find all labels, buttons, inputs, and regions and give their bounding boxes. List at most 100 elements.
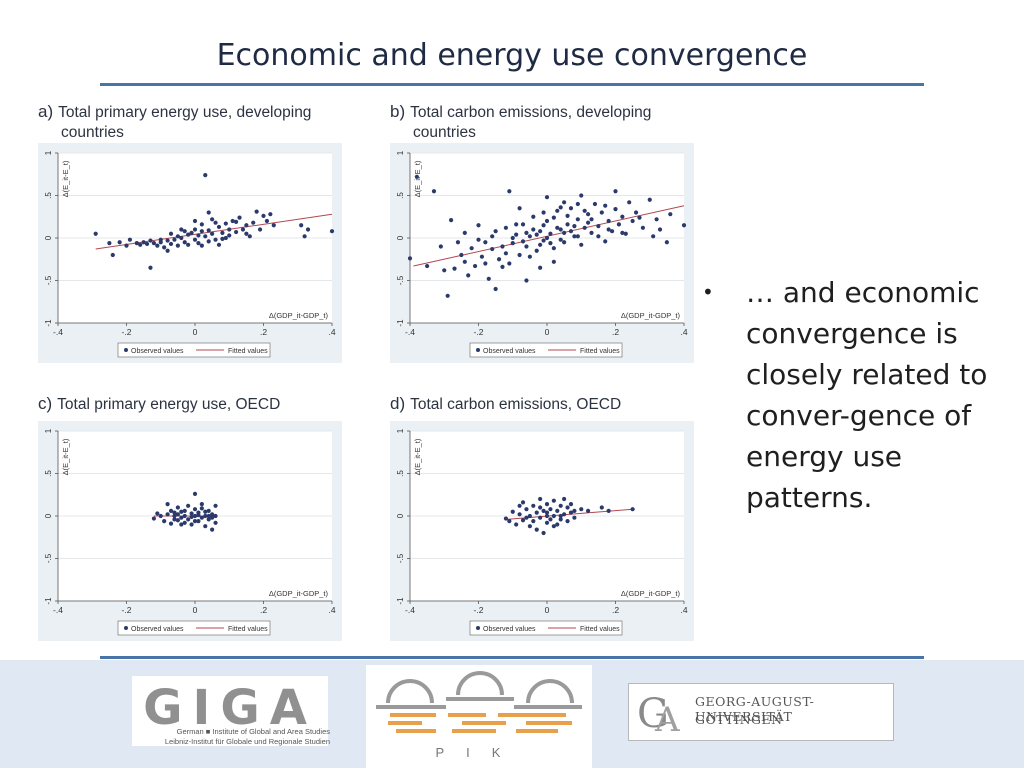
y-tick-label: .5	[44, 470, 53, 477]
data-point	[329, 229, 335, 234]
data-point	[544, 218, 550, 224]
data-point	[562, 240, 567, 245]
data-point	[541, 530, 546, 536]
data-point	[538, 505, 543, 510]
data-point	[407, 256, 413, 261]
data-point	[220, 230, 225, 235]
y-tick-label: -1	[44, 319, 53, 327]
data-point	[503, 251, 508, 256]
data-point	[144, 241, 150, 247]
x-tick-label: 0	[545, 605, 550, 615]
data-point	[558, 205, 563, 210]
data-point	[651, 234, 656, 239]
data-point	[606, 227, 611, 232]
legend-box	[117, 342, 271, 358]
data-point	[620, 214, 625, 219]
data-point	[155, 511, 160, 516]
data-point	[175, 518, 180, 523]
data-point	[199, 222, 204, 227]
data-point	[210, 527, 215, 532]
data-point	[609, 229, 615, 234]
data-point	[558, 237, 563, 242]
legend-observed-label: Observed values	[483, 626, 536, 633]
data-point	[507, 261, 512, 266]
y-tick-label: -1	[396, 319, 405, 327]
data-point	[568, 229, 574, 234]
data-point	[538, 229, 543, 234]
data-point	[127, 237, 133, 242]
data-point	[589, 230, 594, 235]
data-point	[524, 244, 529, 249]
data-point	[251, 220, 256, 225]
data-point	[538, 242, 543, 247]
data-point	[172, 513, 177, 519]
x-tick-label: -.4	[405, 327, 415, 337]
chart-legend: Observed values Fitted values	[469, 342, 623, 358]
data-point	[206, 210, 211, 215]
data-point	[469, 246, 474, 251]
data-point	[558, 513, 563, 519]
x-tick-label: -.2	[474, 327, 484, 337]
data-point	[162, 245, 167, 250]
data-point	[599, 505, 604, 510]
data-point	[562, 496, 567, 502]
data-point	[582, 225, 587, 230]
giga-logo: GIGA German ■ Institute of Global and Ar…	[132, 676, 330, 746]
data-point	[466, 273, 471, 278]
data-point	[551, 246, 556, 251]
panel-c-letter: c)	[38, 394, 53, 413]
y-tick-label: 0	[44, 235, 53, 240]
data-point	[186, 517, 191, 522]
data-point	[596, 234, 601, 239]
y-tick-label: -1	[44, 597, 53, 605]
data-point	[203, 513, 208, 519]
data-point	[490, 246, 495, 252]
data-point	[203, 173, 208, 178]
data-point	[445, 293, 450, 298]
data-point	[168, 231, 174, 236]
x-tick-label: .4	[328, 327, 335, 337]
data-point	[244, 223, 249, 228]
data-point	[93, 231, 98, 236]
data-point	[476, 237, 481, 242]
svg-text:A: A	[654, 700, 680, 737]
data-point	[305, 227, 311, 232]
legend-observed-marker	[124, 626, 128, 630]
data-point	[586, 212, 591, 217]
data-point	[572, 508, 577, 513]
data-point	[527, 234, 532, 239]
data-point	[257, 227, 263, 232]
data-point	[551, 215, 556, 220]
data-point	[544, 513, 550, 519]
panel-a-letter: a)	[38, 102, 54, 121]
data-point	[227, 227, 232, 232]
giga-letters: GIGA	[143, 680, 317, 736]
data-point	[558, 503, 563, 508]
pik-emblem-icon	[376, 671, 582, 733]
x-axis-title: Δ(GDP_it-GDP_t)	[269, 311, 329, 320]
y-tick-label: 1	[396, 150, 405, 155]
legend-observed-label: Observed values	[131, 348, 184, 355]
data-point	[459, 252, 464, 258]
data-point	[117, 240, 122, 245]
data-point	[503, 225, 508, 230]
data-point	[206, 508, 211, 513]
data-point	[206, 239, 211, 244]
data-point	[186, 242, 191, 247]
data-point	[507, 519, 512, 524]
data-point	[657, 227, 663, 232]
data-point	[189, 522, 194, 527]
data-point	[510, 235, 515, 241]
data-point	[548, 517, 553, 522]
data-point	[186, 503, 191, 508]
legend-box	[117, 620, 271, 636]
data-point	[524, 230, 529, 235]
panel-a-label: a) Total primary energy use, developing c…	[38, 102, 312, 141]
legend-fitted-label: Fitted values	[580, 348, 620, 355]
data-point	[531, 503, 536, 508]
title-divider	[100, 83, 924, 86]
scatter-chart-c: -1 -.5 0 .5 1 -.4 -.2 0 .2 .4 Δ(E_it-E_t) Δ(GDP_it-…	[38, 421, 342, 641]
y-tick-label: 1	[44, 150, 53, 155]
data-point	[534, 527, 539, 532]
data-point	[179, 522, 184, 527]
